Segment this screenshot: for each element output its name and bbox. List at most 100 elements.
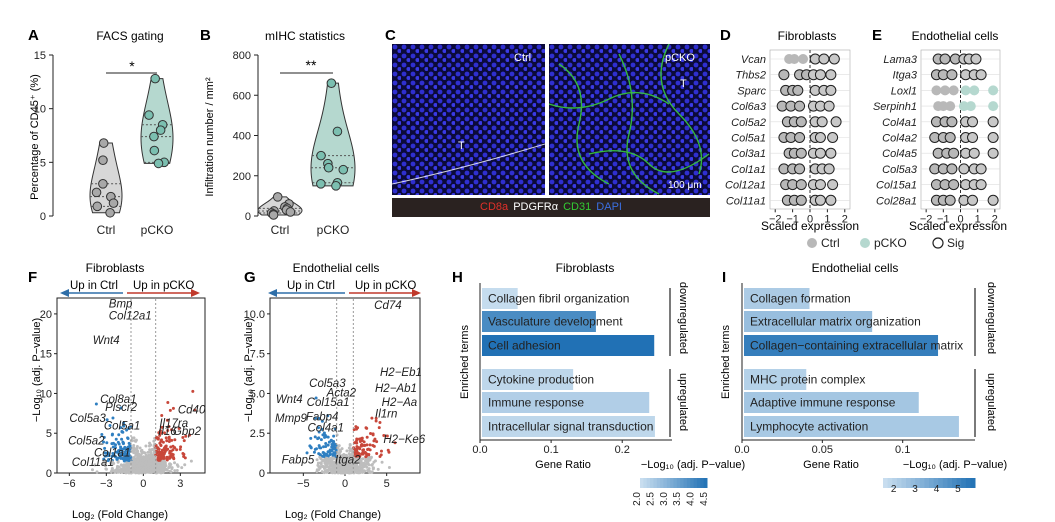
panel-g-point-818 xyxy=(363,470,367,474)
panel-a-point-pcko-3 xyxy=(155,125,166,135)
panel-g-point-156 xyxy=(305,451,309,455)
panel-d-pcko-dot-9-2 xyxy=(825,194,837,206)
panel-e-pcko-dot-6-1 xyxy=(968,147,980,159)
panel-i-xtick-label-1: 0.05 xyxy=(812,444,833,456)
panel-f-point-65 xyxy=(193,408,197,412)
panel-h-colorbar-seg-13 xyxy=(683,478,688,488)
panel-g-point-530 xyxy=(329,438,333,442)
panel-h-xtick-label-2: 0.2 xyxy=(615,444,630,456)
panel-e-ctrl-dot-7-2 xyxy=(946,163,958,175)
panel-g-point-887 xyxy=(343,464,347,468)
panel-g-point-786 xyxy=(338,466,342,470)
panel-g-point-443 xyxy=(371,433,375,437)
panel-d-pcko-dot-2-2 xyxy=(825,84,837,96)
panel-g-point-836 xyxy=(355,457,359,461)
panel-f-point-453 xyxy=(167,440,171,444)
panel-g-point-199 xyxy=(355,437,359,441)
panel-f-point-829 xyxy=(120,470,124,474)
panel-f-point-850 xyxy=(117,450,121,454)
panel-g-point-808 xyxy=(358,440,362,444)
panel-d-pcko-dot-8-1 xyxy=(814,179,826,191)
panel-d-ctrl-dot-5-2 xyxy=(794,132,806,143)
panel-f-point-820 xyxy=(129,460,133,464)
panel-f-point-855 xyxy=(122,465,126,469)
panel-h-colorbar-tick-3: 3.5 xyxy=(672,492,683,506)
panel-g-point-292 xyxy=(365,465,369,469)
panel-g-point-557 xyxy=(317,426,321,430)
panel-f-point-657 xyxy=(90,468,94,472)
legend-label-pcko: pCKO xyxy=(874,236,907,250)
panel-g-point-893 xyxy=(332,461,336,465)
panel-f-point-669 xyxy=(134,438,138,442)
panel-f-point-414 xyxy=(173,461,177,465)
panel-f-gene-label-11: Col5a2 xyxy=(68,435,105,447)
micrograph-pcko-image xyxy=(549,44,710,195)
panel-g-point-794 xyxy=(340,463,344,467)
panel-f-point-541 xyxy=(102,460,106,464)
panel-e-ctrl-dot-0-1 xyxy=(939,53,951,65)
panel-h-colorbar-tick-2: 3.0 xyxy=(659,492,670,506)
panel-e-ctrl-dot-5-2 xyxy=(944,132,956,143)
panel-e-pcko-dot-6-2 xyxy=(987,147,999,159)
panel-d-xlabel: Scaled expression xyxy=(761,219,859,233)
panel-g-point-800 xyxy=(393,441,397,445)
panel-i-colorbar-tick-0: 2 xyxy=(891,484,897,495)
panel-f-point-776 xyxy=(151,458,155,462)
panel-f-point-508 xyxy=(158,429,162,433)
panel-h-bar-label-4: Immune response xyxy=(488,396,584,410)
panel-e-gene-col5a3: Col5a3 xyxy=(882,164,918,176)
panel-f-point-761 xyxy=(176,464,180,468)
panel-a-point-pcko-7 xyxy=(153,158,164,169)
panel-f-point-808 xyxy=(124,447,128,451)
panel-g-point-812 xyxy=(323,435,327,439)
panel-g-point-463 xyxy=(326,443,330,447)
panel-i-colorbar-seg-16 xyxy=(956,478,962,488)
panel-f-point-386 xyxy=(102,435,106,439)
panel-b-point-pcko-2 xyxy=(316,150,326,161)
panel-g-gene-label-2: H2−Ab1 xyxy=(375,383,417,395)
panel-g-ylabel: −Log₁₀ (adj. P−value) xyxy=(243,318,255,422)
panel-f-point-818 xyxy=(162,451,166,455)
panel-e-xtick-label-3: 1 xyxy=(975,213,981,225)
panel-b-title: mIHC statistics xyxy=(265,29,345,43)
panel-f-point-845 xyxy=(110,442,114,446)
panel-d-pcko-dot-1-2 xyxy=(825,69,837,81)
panel-f-point-145 xyxy=(122,424,126,428)
micrograph-ctrl-image xyxy=(392,44,545,195)
panel-d-gene-col11a1: Col11a1 xyxy=(726,195,766,207)
panel-g-point-434 xyxy=(320,427,324,431)
panel-d-ctrl-dot-7-2 xyxy=(794,163,806,175)
panel-h-colorbar-tick-4: 4.0 xyxy=(686,492,697,506)
panel-e-xtick-label-2: 0 xyxy=(957,213,963,225)
panel-d-pcko-dot-3-2 xyxy=(823,100,835,112)
panel-f-point-857 xyxy=(131,457,135,461)
panel-g-point-629 xyxy=(345,449,349,453)
panel-f-point-763 xyxy=(139,449,143,453)
panel-i-xtick-label-2: 0.1 xyxy=(895,444,910,456)
panel-f-point-686 xyxy=(191,389,195,393)
panel-d-pcko-dot-0-1 xyxy=(818,53,830,65)
panel-e-pcko-dot-1-2 xyxy=(975,69,987,81)
panel-b-ytick-label-2: 400 xyxy=(233,131,251,143)
panel-g-point-871 xyxy=(323,465,327,469)
panel-f-point-165 xyxy=(160,413,164,417)
panel-f-point-894 xyxy=(146,456,150,460)
tumor-label-ctrl: T xyxy=(458,140,465,152)
panel-e-gene-loxl1: Loxl1 xyxy=(891,85,917,97)
panel-f-point-883 xyxy=(140,462,144,466)
panel-f-point-396 xyxy=(148,441,152,445)
panel-h-colorbar-seg-0 xyxy=(640,478,644,488)
panel-e-pcko-dot-0-2 xyxy=(970,53,982,65)
panel-f-ytick-label-3: 15 xyxy=(40,349,52,361)
panel-f-gene-label-8: Il17ra xyxy=(159,418,188,430)
panel-f-point-862 xyxy=(144,461,148,465)
panel-f-ytick-label-2: 10 xyxy=(40,388,52,400)
panel-f-point-841 xyxy=(129,456,133,460)
panel-e-pcko-dot-7-0 xyxy=(958,163,970,175)
panel-g-point-508 xyxy=(325,468,329,472)
micrograph-ctrl xyxy=(392,44,545,195)
panel-f-xtick-label-2: 0 xyxy=(140,478,146,490)
panel-d-pcko-dot-7-2 xyxy=(823,163,835,175)
panel-h-bar-3 xyxy=(482,369,574,390)
panel-f-point-471 xyxy=(120,437,124,441)
